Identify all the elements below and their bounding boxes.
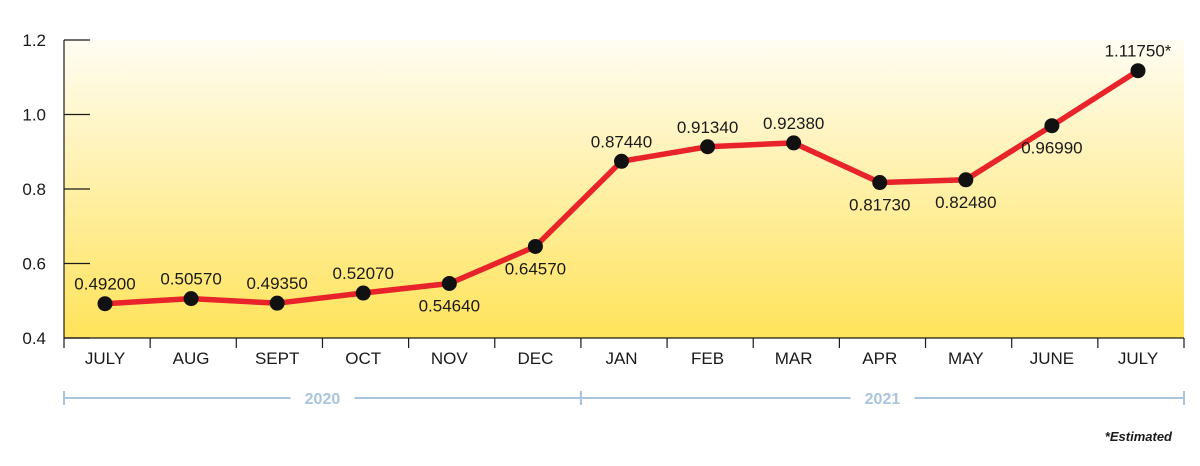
data-point: [1130, 63, 1146, 79]
data-label: 0.50570: [160, 270, 221, 289]
data-label: 0.91340: [677, 118, 738, 137]
data-point: [183, 291, 199, 307]
x-tick-label: AUG: [173, 349, 210, 368]
data-point: [958, 172, 974, 188]
data-label: 0.92380: [763, 114, 824, 133]
year-label: 2021: [865, 391, 901, 408]
data-labels: 0.49200 0.50570 0.49350 0.52070 0.54640 0.645…: [74, 42, 1172, 316]
data-point: [441, 275, 457, 291]
y-tick-label: 0.4: [22, 329, 46, 348]
data-label: 0.87440: [591, 132, 652, 151]
data-label: 0.49200: [74, 275, 135, 294]
x-tick-label: OCT: [345, 349, 381, 368]
x-tick-label: SEPT: [255, 349, 299, 368]
data-point: [527, 238, 543, 254]
y-tick-label: 0.8: [22, 180, 46, 199]
data-point: [614, 153, 629, 169]
data-point: [786, 135, 802, 151]
x-tick-label: NOV: [431, 349, 469, 368]
y-tick-label: 1.0: [22, 106, 46, 125]
x-tick-label: JAN: [605, 349, 637, 368]
x-tick-label: JULY: [85, 349, 125, 368]
data-point: [700, 139, 716, 155]
data-label: 0.96990: [1021, 139, 1082, 158]
y-tick-label: 1.2: [22, 31, 46, 50]
data-point: [355, 285, 371, 301]
data-label: 0.81730: [849, 196, 910, 215]
y-tick-label: 0.6: [22, 255, 46, 274]
data-point: [872, 175, 888, 191]
x-tick-label: MAY: [948, 349, 984, 368]
year-label: 2020: [305, 391, 341, 408]
footnote: *Estimated: [1105, 429, 1173, 444]
series-layer: [97, 63, 1146, 312]
year-brackets: 2020 2021: [63, 391, 1185, 408]
y-axis: 0.4 0.6 0.8 1.0 1.2: [22, 31, 90, 348]
data-point: [269, 295, 285, 311]
data-label: 1.11750*: [1105, 42, 1172, 61]
data-label: 0.64570: [505, 259, 566, 278]
x-tick-label: FEB: [691, 349, 724, 368]
x-axis: JULY AUG SEPT OCT NOV DEC JAN FEB MAR APR MAY JUNE J…: [63, 337, 1185, 368]
x-tick-label: MAR: [775, 349, 813, 368]
x-tick-label: JUNE: [1030, 349, 1074, 368]
plot-background: [64, 40, 1184, 338]
data-point: [97, 296, 113, 312]
data-label: 0.54640: [419, 296, 480, 315]
data-label: 0.49350: [246, 274, 307, 293]
x-tick-label: DEC: [517, 349, 553, 368]
data-label: 0.82480: [935, 193, 996, 212]
data-label: 0.52070: [333, 264, 394, 283]
data-point: [1044, 118, 1060, 134]
x-tick-label: JULY: [1118, 349, 1158, 368]
x-tick-label: APR: [862, 349, 897, 368]
